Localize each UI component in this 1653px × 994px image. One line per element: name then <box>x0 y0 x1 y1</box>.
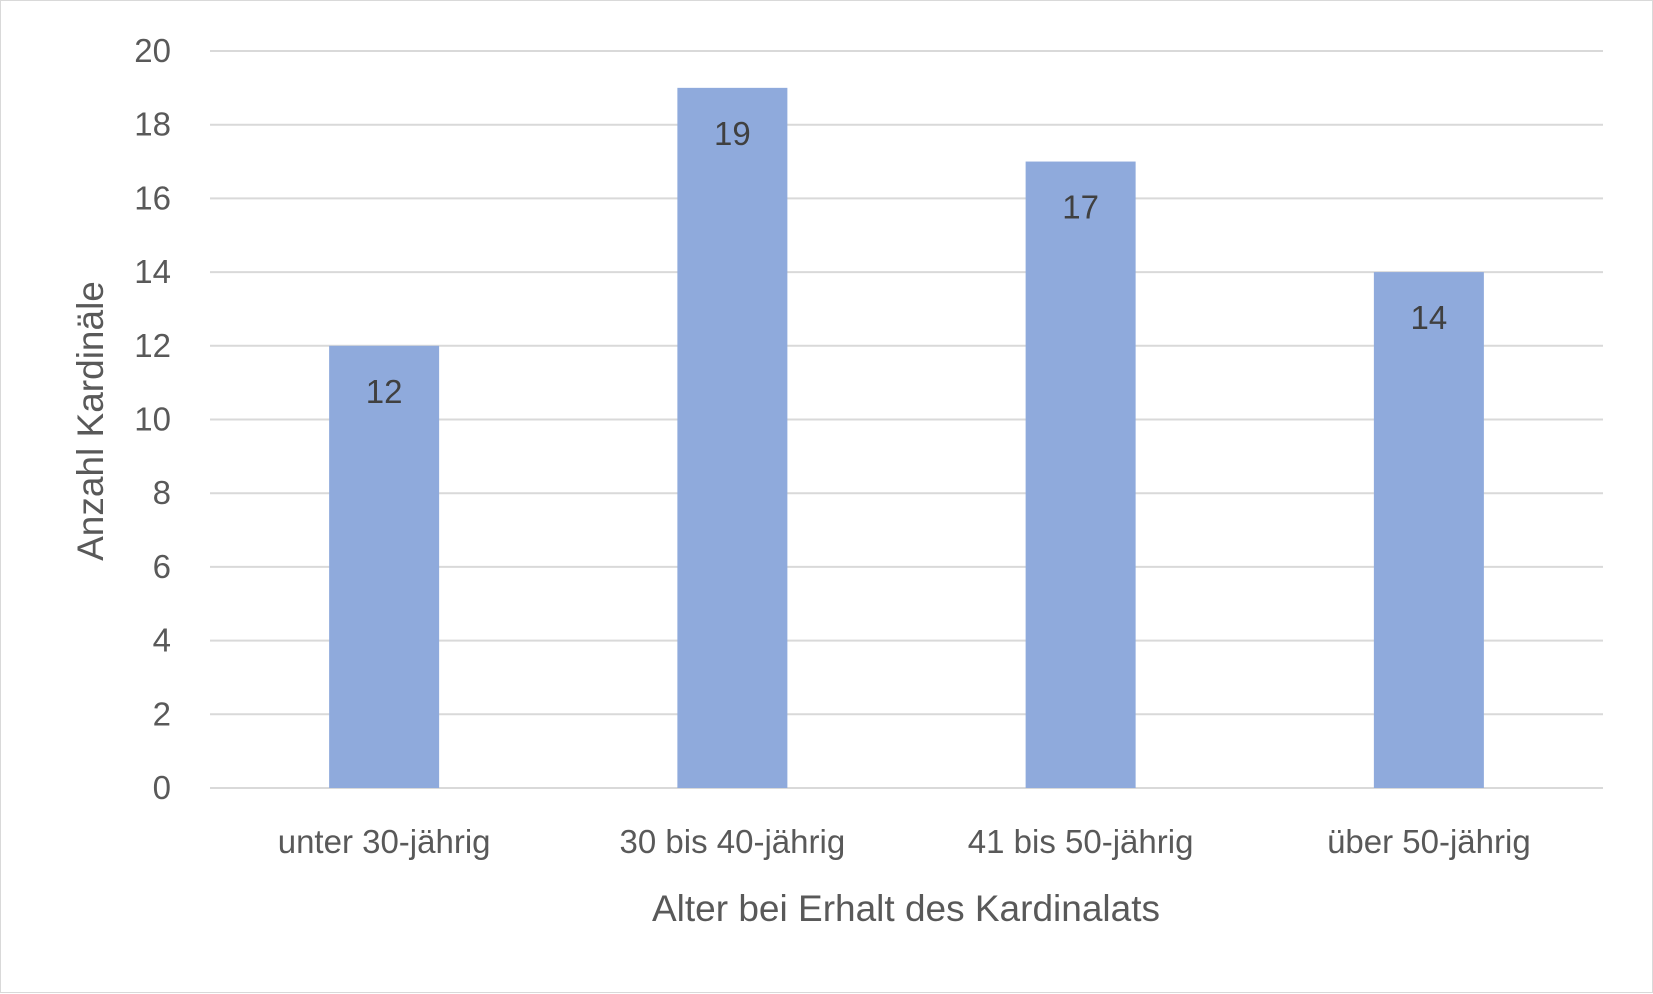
bars <box>329 87 1484 789</box>
y-tick-label: 2 <box>153 695 171 732</box>
bar <box>1373 272 1484 789</box>
y-tick-label: 18 <box>134 106 171 143</box>
bar <box>329 345 440 788</box>
x-tick-label: 41 bis 50-jährig <box>968 823 1194 860</box>
y-tick-label: 4 <box>153 622 171 659</box>
x-axis-title: Alter bei Erhalt des Kardinalats <box>652 888 1160 929</box>
data-label: 19 <box>714 115 751 152</box>
gridlines <box>210 50 1603 789</box>
y-tick-label: 14 <box>134 253 171 290</box>
x-axis-ticks: unter 30-jährig 30 bis 40-jährig 41 bis 50… <box>278 823 1531 860</box>
y-tick-label: 12 <box>134 327 171 364</box>
y-tick-label: 6 <box>153 548 171 585</box>
y-tick-label: 8 <box>153 474 171 511</box>
y-tick-label: 10 <box>134 401 171 438</box>
data-label: 12 <box>366 373 403 410</box>
bar <box>677 87 788 789</box>
x-tick-label: unter 30-jährig <box>278 823 491 860</box>
y-axis-title: Anzahl Kardinäle <box>70 281 111 561</box>
data-label: 17 <box>1062 189 1099 226</box>
y-tick-label: 0 <box>153 769 171 806</box>
y-tick-label: 20 <box>134 32 171 69</box>
x-tick-label: über 50-jährig <box>1327 823 1531 860</box>
bar <box>1025 161 1136 789</box>
data-label: 14 <box>1411 299 1448 336</box>
y-axis-ticks: 0 2 4 6 8 10 12 14 16 18 20 <box>134 32 171 806</box>
x-tick-label: 30 bis 40-jährig <box>620 823 846 860</box>
data-labels: 12 19 17 14 <box>366 115 1447 410</box>
y-tick-label: 16 <box>134 179 171 216</box>
